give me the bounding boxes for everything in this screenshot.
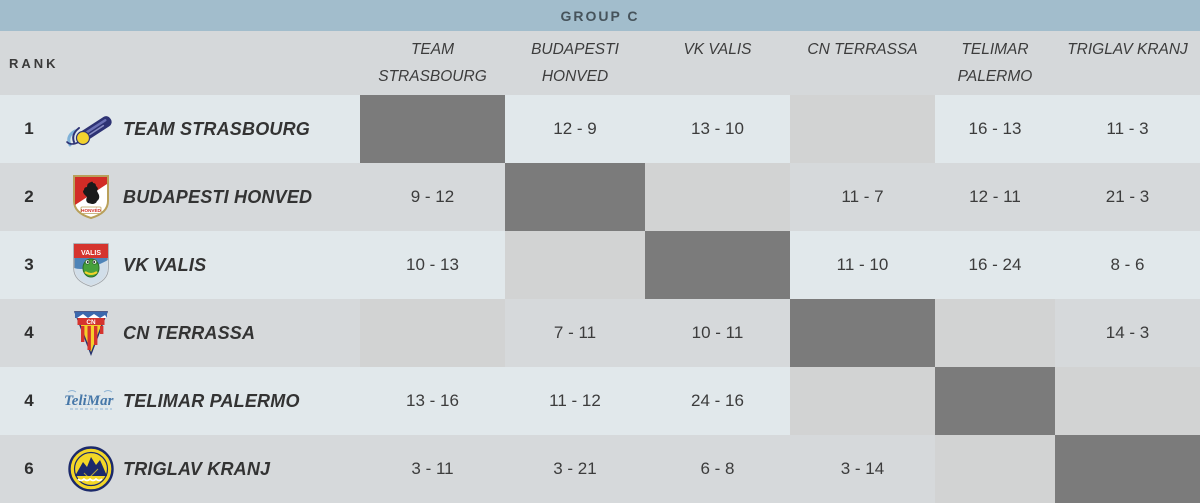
- self-match-cell: [645, 231, 790, 299]
- self-match-cell: [505, 163, 645, 231]
- team-name: TELIMAR PALERMO: [123, 390, 300, 411]
- rank-value: 6: [24, 459, 34, 478]
- score-cell: 3 - 21: [553, 459, 597, 478]
- team-row: 1 TEAM STRASBOURG 12 - 9 13 - 10 16 - 13 11…: [0, 95, 1200, 163]
- team-name: VK VALIS: [123, 254, 207, 275]
- rank-value: 4: [24, 391, 34, 410]
- no-result-cell: [1055, 367, 1200, 435]
- team-name: TRIGLAV KRANJ: [123, 458, 271, 479]
- no-result-cell: [505, 231, 645, 299]
- opponent-column-header-line: BUDAPESTI: [531, 41, 619, 58]
- score-cell: 3 - 11: [411, 459, 454, 478]
- score-cell: 14 - 3: [1105, 323, 1150, 342]
- opponent-column-header-line: TEAM: [410, 41, 455, 58]
- score-cell: 8 - 6: [1110, 255, 1145, 274]
- score-cell: 16 - 24: [968, 255, 1022, 274]
- no-result-cell: [790, 367, 935, 435]
- opponent-column-header-line: TELIMAR: [961, 41, 1029, 58]
- team-row: 6 TRIGLAV KRANJ 3 - 11 3 - 21 6 - 8 3 - 14: [0, 435, 1200, 503]
- opponent-column-header: CN TERRASSA: [790, 31, 935, 95]
- self-match-cell: [790, 299, 935, 367]
- telimar-crest-icon: [60, 388, 122, 414]
- score-cell: 24 - 16: [691, 391, 744, 410]
- opponent-column-header: VK VALIS: [645, 31, 790, 95]
- score-cell: 6 - 8: [700, 459, 735, 478]
- score-cell: 9 - 12: [410, 187, 455, 206]
- team-logo-cell: [58, 95, 123, 163]
- rank-value: 1: [24, 119, 34, 138]
- no-result-cell: [935, 435, 1055, 503]
- team-name: BUDAPESTI HONVED: [123, 186, 313, 207]
- score-cell: 10 - 11: [691, 323, 744, 342]
- team-logo-cell: [58, 299, 123, 367]
- group-title: GROUP C: [560, 7, 640, 24]
- score-cell: 7 - 11: [553, 323, 597, 342]
- opponent-column-header-line: VK VALIS: [683, 41, 752, 58]
- opponent-column-header-line: HONVED: [541, 68, 609, 85]
- opponent-column-header: TRIGLAV KRANJ: [1055, 31, 1200, 95]
- team-name: CN TERRASSA: [123, 322, 256, 343]
- no-result-cell: [645, 163, 790, 231]
- logo-use: [74, 244, 108, 286]
- opponent-column-header-line: PALERMO: [957, 68, 1033, 85]
- score-cell: 13 - 10: [691, 119, 744, 138]
- score-cell: 12 - 11: [969, 187, 1021, 206]
- opponent-column-header-line: TRIGLAV KRANJ: [1067, 41, 1188, 58]
- team-row: 3 VK VALIS 10 - 13 11 - 10 16 - 24 8 - 6: [0, 231, 1200, 299]
- team-logo-cell: [58, 367, 123, 435]
- no-result-cell: [935, 299, 1055, 367]
- score-cell: 10 - 13: [406, 255, 459, 274]
- team-logo-cell: [58, 435, 123, 503]
- logo-use: [64, 391, 114, 410]
- self-match-cell: [935, 367, 1055, 435]
- score-cell: 3 - 14: [840, 459, 885, 478]
- self-match-cell: [360, 95, 505, 163]
- no-result-cell: [790, 95, 935, 163]
- terrassa-crest-icon: [73, 310, 109, 356]
- opponent-column-header: TEAM STRASBOURG: [360, 31, 505, 95]
- honved-crest-icon: [71, 174, 111, 220]
- no-result-cell: [360, 299, 505, 367]
- table-body: 1 TEAM STRASBOURG 12 - 9 13 - 10 16 - 13 11…: [0, 95, 1200, 503]
- strasbourg-crest-icon: [65, 107, 117, 151]
- opponent-column-header-line: STRASBOURG: [378, 68, 487, 85]
- score-cell: 12 - 9: [553, 119, 597, 138]
- team-row: 4 CN TERRASSA 7 - 11 10 - 11 14 - 3: [0, 299, 1200, 367]
- valis-crest-icon: [72, 242, 110, 288]
- team-name: TEAM STRASBOURG: [123, 118, 310, 139]
- score-cell: 11 - 3: [1106, 119, 1149, 138]
- opponent-column-header: TELIMAR PALERMO: [935, 31, 1055, 95]
- team-logo-cell: [58, 163, 123, 231]
- team-logo-cell: [58, 231, 123, 299]
- group-title-bar: GROUP C: [0, 0, 1200, 31]
- table-header-row: RANK TEAM STRASBOURG BUDAPESTI HONVED VK VAL…: [0, 31, 1200, 95]
- rank-value: 4: [24, 323, 34, 342]
- team-row: 2 BUDAPESTI HONVED 9 - 12 11 - 7 12 - 11 21…: [0, 163, 1200, 231]
- rank-column-header: RANK: [9, 55, 59, 71]
- rank-value: 3: [24, 255, 34, 274]
- score-cell: 13 - 16: [406, 391, 459, 410]
- logo-use: [75, 312, 107, 354]
- rank-value: 2: [24, 187, 34, 206]
- opponent-column-header-line: CN TERRASSA: [807, 41, 918, 58]
- triglav-crest-icon: [68, 446, 114, 492]
- score-cell: 11 - 7: [841, 187, 884, 206]
- score-cell: 21 - 3: [1105, 187, 1150, 206]
- score-cell: 11 - 12: [549, 391, 601, 410]
- logo-use: [69, 448, 112, 491]
- score-cell: 16 - 13: [968, 119, 1022, 138]
- opponent-column-header: BUDAPESTI HONVED: [505, 31, 645, 95]
- team-row: 4 TELIMAR PALERMO 13 - 16 11 - 12 24 - 16: [0, 367, 1200, 435]
- score-cell: 11 - 10: [836, 255, 889, 274]
- logo-use: [74, 176, 108, 218]
- logo-use: [67, 114, 114, 145]
- self-match-cell: [1055, 435, 1200, 503]
